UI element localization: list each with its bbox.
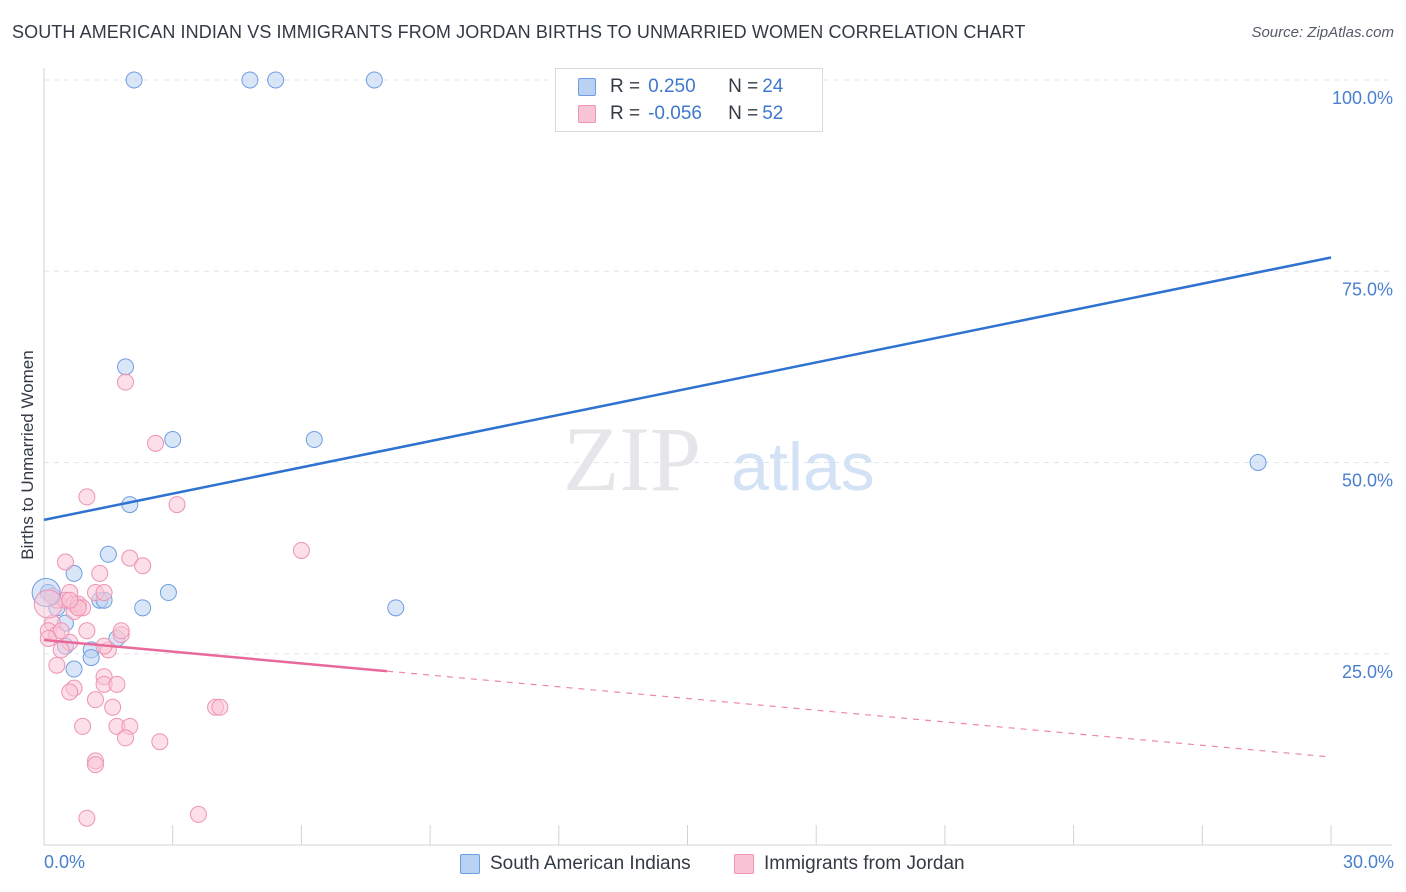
source-label: Source: ZipAtlas.com [1251,24,1394,41]
point-immigrants-from-jordan [78,488,96,506]
legend-row-south-american-indians: R = 0.250 N = 24 [578,76,783,98]
point-south-american-indians [267,71,285,89]
trend-line-pink [43,638,388,673]
point-south-american-indians [134,599,152,617]
y-tick-labels: 25.0% 50.0% 75.0% 100.0% [1332,88,1393,682]
correlation-legend: R = 0.250 N = 24 R = -0.056 N = 52 [555,68,823,132]
y-tick-label: 100.0% [1332,88,1393,108]
point-immigrants-from-jordan [78,809,96,827]
point-south-american-indians [99,545,117,563]
point-south-american-indians [305,431,323,449]
legend-swatch-blue [578,78,596,96]
gridlines [44,79,1392,655]
point-immigrants-from-jordan [108,675,126,693]
legend-n-value: 52 [762,103,784,124]
point-immigrants-from-jordan [121,549,139,567]
point-south-american-indians [125,71,143,89]
watermark-atlas: atlas [731,429,875,505]
point-immigrants-from-jordan [52,641,70,659]
point-south-american-indians [387,599,405,617]
point-immigrants-from-jordan [52,622,70,640]
point-immigrants-from-jordan [292,541,310,559]
legend-row-immigrants-from-jordan: R = -0.056 N = 52 [578,103,783,125]
axes [43,68,1392,846]
trend-line-blue [43,256,1332,522]
point-south-american-indians [82,649,100,667]
legend-swatch-pink [578,105,596,123]
x-tick-label-min: 0.0% [44,852,86,872]
point-immigrants-from-jordan [74,717,92,735]
point-immigrants-from-jordan [117,373,135,391]
point-immigrants-from-jordan [134,557,152,575]
y-tick-label: 50.0% [1342,471,1393,491]
point-immigrants-from-jordan [56,553,74,571]
point-immigrants-from-jordan [95,584,113,602]
data-points [31,71,1267,827]
point-immigrants-from-jordan [189,805,207,823]
point-immigrants-from-jordan [61,683,79,701]
point-immigrants-from-jordan [151,733,169,751]
series-swatch-blue [460,854,480,874]
y-tick-label: 25.0% [1342,662,1393,682]
series-legend-immigrants-from-jordan: Immigrants from Jordan [734,852,965,876]
watermark-zip: ZIP [563,408,701,510]
point-immigrants-from-jordan [147,434,165,452]
point-south-american-indians [164,431,182,449]
series-swatch-pink [734,854,754,874]
series-legend-south-american-indians: South American Indians [460,852,691,876]
trend-lines [43,256,1332,758]
legend-r-label: R = [610,103,641,124]
point-south-american-indians [241,71,259,89]
point-immigrants-from-jordan [78,622,96,640]
point-south-american-indians [365,71,383,89]
x-tick-label-max: 30.0% [1342,852,1394,872]
point-immigrants-from-jordan [168,496,186,514]
watermark: ZIP atlas [563,408,875,510]
legend-n-label: N = [728,76,759,97]
point-immigrants-from-jordan [104,698,122,716]
point-immigrants-from-jordan [39,629,57,647]
point-immigrants-from-jordan [48,656,66,674]
point-immigrants-from-jordan [117,729,135,747]
legend-r-value: -0.056 [648,103,702,124]
point-immigrants-from-jordan [91,564,109,582]
point-south-american-indians [1249,454,1267,471]
point-immigrants-from-jordan [211,698,229,716]
trend-line-pink-extension [387,670,1332,758]
point-south-american-indians [65,564,83,582]
series-label-immigrants-from-jordan: Immigrants from Jordan [764,853,965,874]
point-immigrants-from-jordan [112,622,130,640]
y-tick-label: 75.0% [1342,279,1393,299]
legend-r-label: R = [610,76,641,97]
point-cluster-pink [33,589,63,619]
legend-n-label: N = [728,103,759,124]
y-axis-title: Births to Unmarried Women [18,350,37,560]
point-south-american-indians [65,660,83,678]
point-south-american-indians [117,358,135,376]
point-south-american-indians [159,584,177,602]
point-immigrants-from-jordan [86,691,104,709]
point-immigrants-from-jordan [86,756,104,774]
legend-n-value: 24 [762,76,784,97]
series-label-south-american-indians: South American Indians [490,853,691,874]
point-immigrants-from-jordan [61,591,79,609]
chart-title: SOUTH AMERICAN INDIAN VS IMMIGRANTS FROM… [12,22,1026,42]
legend-r-value: 0.250 [648,76,696,97]
